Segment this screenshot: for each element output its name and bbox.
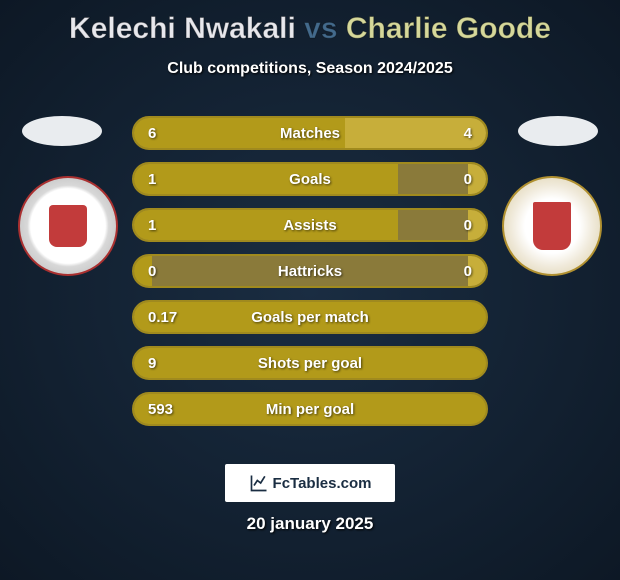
stat-label: Hattricks: [224, 263, 396, 280]
value-right: 0: [396, 263, 486, 280]
stat-label: Shots per goal: [224, 355, 396, 372]
value-right: 4: [396, 125, 486, 142]
brand-text: FcTables.com: [273, 475, 372, 492]
player-b-marker: [518, 116, 598, 146]
value-right: 0: [396, 171, 486, 188]
vs-text: vs: [304, 12, 337, 45]
value-left: 0: [134, 263, 224, 280]
subtitle: Club competitions, Season 2024/2025: [0, 60, 620, 78]
comparison-panel: 6Matches41Goals01Assists00Hattricks00.17…: [0, 116, 620, 438]
club-crest-a: [18, 176, 118, 276]
value-left: 9: [134, 355, 224, 372]
club-crest-b: [502, 176, 602, 276]
brand-logo: FcTables.com: [225, 464, 395, 502]
stat-bars: 6Matches41Goals01Assists00Hattricks00.17…: [132, 116, 488, 426]
stat-bar: 9Shots per goal: [132, 346, 488, 380]
stat-bar: 6Matches4: [132, 116, 488, 150]
value-right: 0: [396, 217, 486, 234]
stat-label: Goals: [224, 171, 396, 188]
stat-label: Matches: [224, 125, 396, 142]
player-a-name: Kelechi Nwakali: [69, 12, 296, 45]
stat-bar: 593Min per goal: [132, 392, 488, 426]
stat-label: Goals per match: [224, 309, 396, 326]
chart-icon: [249, 473, 269, 493]
stat-bar: 0.17Goals per match: [132, 300, 488, 334]
stat-bar: 0Hattricks0: [132, 254, 488, 288]
value-left: 1: [134, 171, 224, 188]
stat-bar: 1Goals0: [132, 162, 488, 196]
value-left: 0.17: [134, 309, 224, 326]
value-left: 1: [134, 217, 224, 234]
page-title: Kelechi Nwakali vs Charlie Goode: [0, 0, 620, 46]
player-b-name: Charlie Goode: [346, 12, 551, 45]
player-a-marker: [22, 116, 102, 146]
stat-label: Assists: [224, 217, 396, 234]
value-left: 593: [134, 401, 224, 418]
value-left: 6: [134, 125, 224, 142]
stat-bar: 1Assists0: [132, 208, 488, 242]
date-text: 20 january 2025: [0, 514, 620, 534]
stat-label: Min per goal: [224, 401, 396, 418]
